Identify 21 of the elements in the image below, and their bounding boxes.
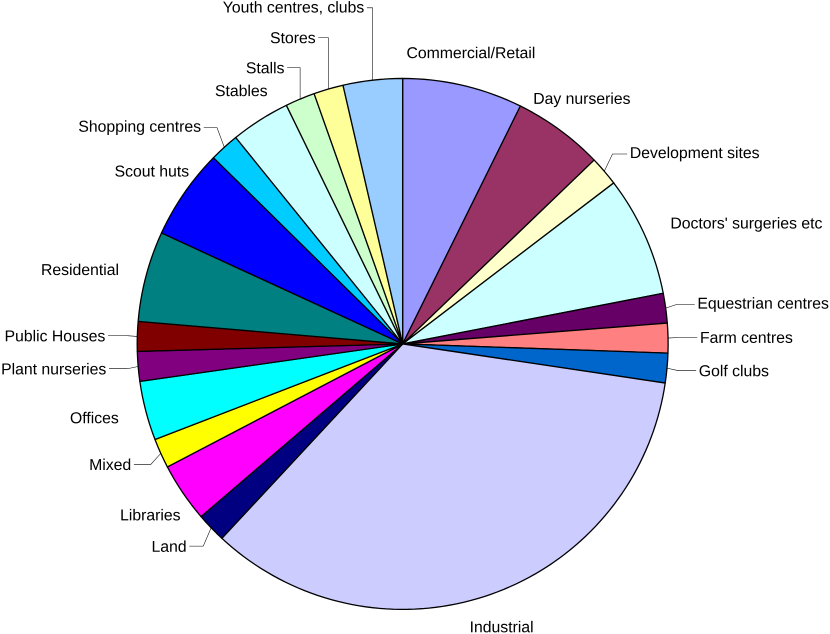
slice-label: Doctors' surgeries etc (672, 217, 822, 232)
slice-label: Day nurseries (534, 92, 630, 108)
slice-label: Plant nurseries (2, 363, 106, 375)
slice-label: Libraries (121, 509, 180, 521)
slice-label: Development sites (631, 146, 759, 162)
slice-label: Stalls (246, 62, 284, 74)
slice-label: Equestrian centres (698, 297, 828, 312)
slice-label: Mixed (90, 458, 130, 470)
slice-label: Scout huts (115, 165, 189, 177)
slice-label: Stores (270, 32, 316, 44)
slice-label: Land (152, 540, 186, 552)
slice-label: Offices (70, 412, 118, 424)
slice-label: Residential (42, 264, 118, 276)
slice-label: Shopping centres (79, 120, 201, 136)
slice-label: Stables (216, 84, 268, 96)
slice-label: Public Houses (6, 330, 105, 342)
slice-label: Commercial/Retail (407, 46, 534, 59)
slice-label: Golf clubs (700, 365, 768, 377)
slice-label: Industrial (471, 621, 533, 633)
slice-label: Youth centres, clubs (223, 1, 364, 15)
slice-label: Farm centres (701, 332, 792, 344)
